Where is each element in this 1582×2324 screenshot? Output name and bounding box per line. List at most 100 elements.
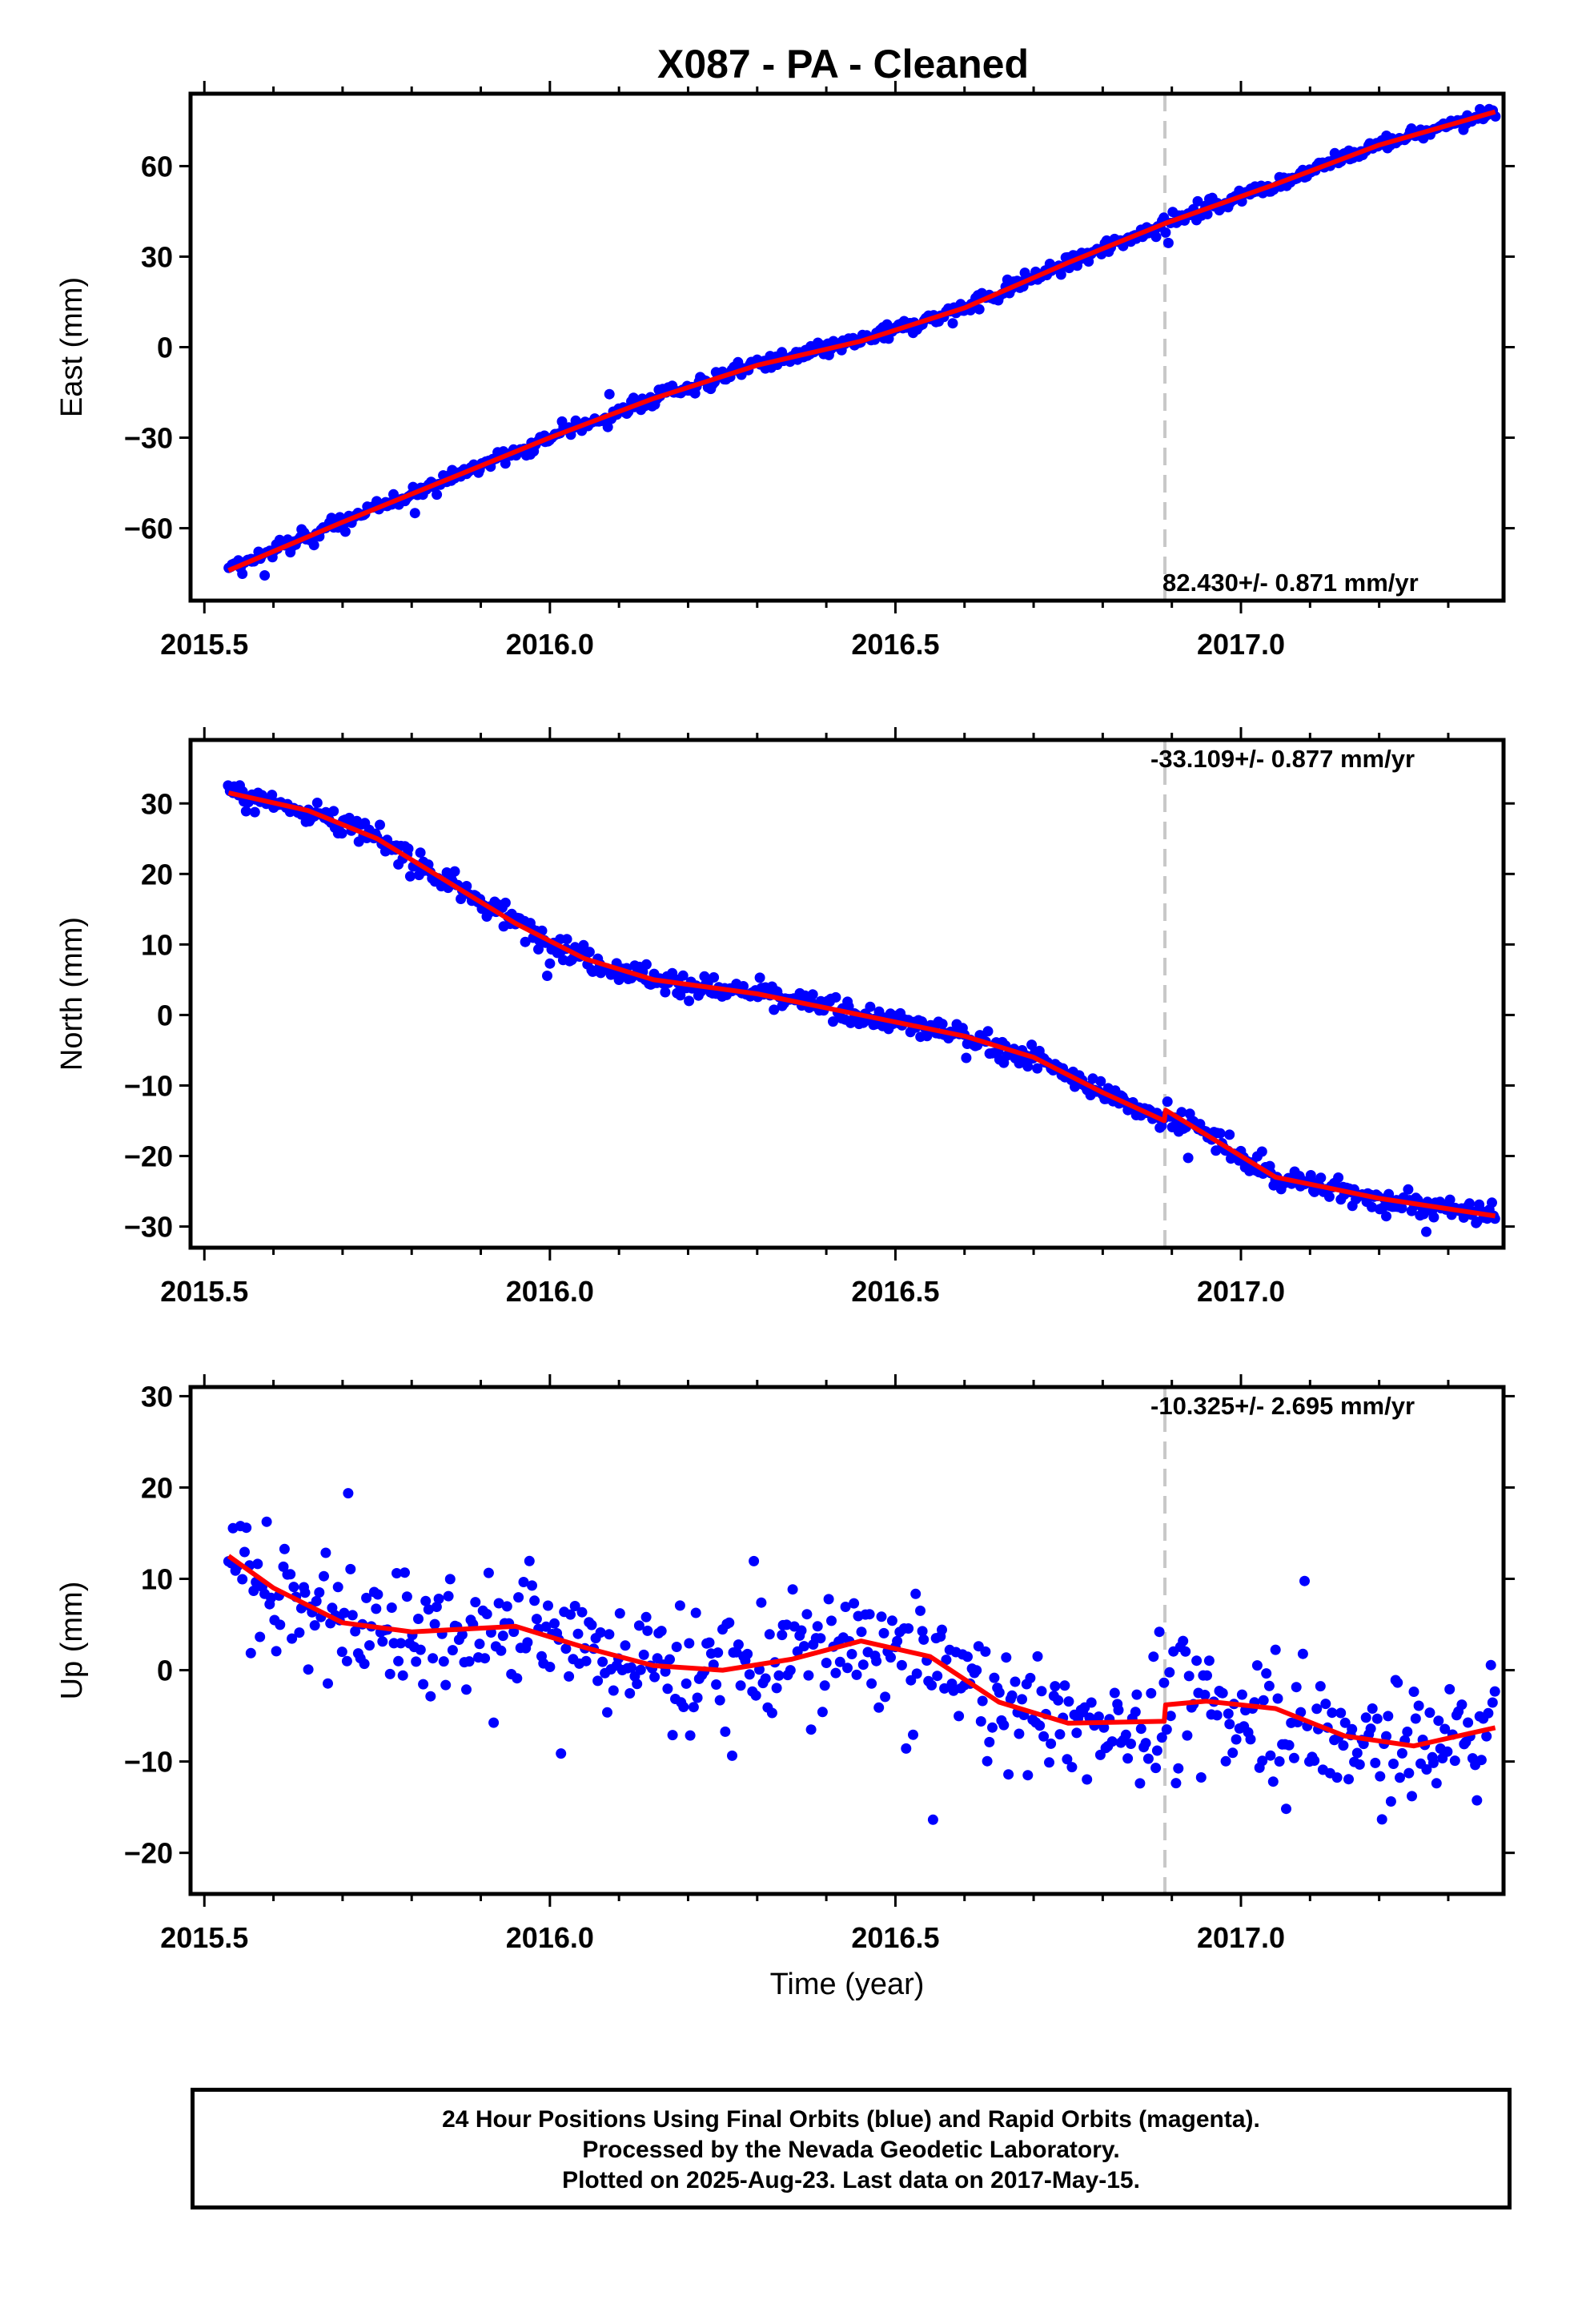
up-data-point — [1034, 1720, 1046, 1731]
east-x-tick-label: 2016.0 — [506, 628, 594, 661]
up-data-point — [926, 1679, 938, 1691]
north-data-point — [311, 798, 323, 808]
up-data-point — [941, 1655, 952, 1666]
up-data-point — [826, 1615, 837, 1626]
up-data-point — [1299, 1575, 1310, 1586]
up-data-point — [821, 1658, 832, 1668]
up-data-point — [803, 1670, 814, 1681]
up-data-point — [303, 1664, 314, 1675]
up-data-point — [1291, 1682, 1302, 1693]
up-data-point — [927, 1814, 938, 1825]
up-data-point — [1202, 1670, 1212, 1681]
up-data-point — [1403, 1767, 1415, 1779]
up-data-point — [801, 1609, 813, 1620]
up-data-point — [982, 1755, 993, 1767]
up-data-point — [275, 1619, 286, 1630]
up-data-point — [1082, 1774, 1093, 1785]
up-data-point — [608, 1685, 619, 1696]
up-data-point — [1227, 1747, 1239, 1759]
up-data-point — [994, 1687, 1005, 1698]
up-data-point — [564, 1671, 575, 1682]
up-data-point — [1036, 1686, 1047, 1697]
north-data-point — [1487, 1197, 1497, 1208]
x-axis-label: Time (year) — [770, 1968, 925, 2001]
up-data-point — [692, 1692, 703, 1703]
up-y-tick-label: −20 — [124, 1837, 173, 1870]
north-data-point — [769, 1004, 780, 1015]
north-data-point — [1182, 1152, 1194, 1164]
up-data-point — [438, 1656, 449, 1667]
north-data-point — [684, 995, 695, 1007]
north-data-point — [1418, 1208, 1429, 1220]
figure-title: X087 - PA - Cleaned — [657, 42, 1029, 86]
up-data-point — [474, 1638, 485, 1650]
up-data-point — [1383, 1711, 1394, 1722]
up-data-point — [420, 1595, 432, 1606]
up-data-point — [1151, 1745, 1162, 1756]
up-data-point — [1489, 1686, 1500, 1697]
up-data-point — [704, 1637, 715, 1648]
north-data-point — [542, 971, 552, 981]
east-data-point — [259, 570, 271, 581]
up-data-point — [815, 1633, 826, 1644]
up-data-point — [773, 1670, 785, 1681]
up-data-point — [688, 1702, 699, 1713]
up-data-point — [1154, 1626, 1165, 1638]
up-data-point — [456, 1629, 468, 1640]
up-data-point — [1217, 1687, 1228, 1699]
north-data-point — [1396, 1203, 1407, 1214]
north-data-point — [1428, 1212, 1439, 1223]
up-data-point — [671, 1642, 682, 1652]
north-x-tick-label: 2016.5 — [851, 1275, 939, 1308]
up-data-point — [255, 1631, 266, 1642]
up-data-point — [796, 1625, 807, 1636]
up-data-point — [744, 1669, 755, 1680]
north-data-point — [1464, 1198, 1475, 1209]
up-data-point — [1421, 1764, 1432, 1775]
north-data-point — [1383, 1188, 1395, 1200]
up-data-point — [418, 1679, 429, 1690]
up-data-point — [1483, 1707, 1494, 1719]
east-data-point — [237, 569, 248, 579]
up-data-point — [285, 1569, 296, 1580]
up-data-point — [750, 1690, 761, 1701]
up-data-point — [805, 1724, 817, 1735]
up-data-point — [1245, 1734, 1256, 1745]
up-data-point — [1131, 1689, 1142, 1700]
up-data-point — [842, 1663, 853, 1674]
north-data-point — [1087, 1073, 1098, 1084]
up-data-point — [359, 1659, 370, 1670]
east-y-tick-label: 30 — [141, 240, 173, 273]
up-data-point — [1456, 1699, 1468, 1711]
up-data-point — [343, 1488, 354, 1499]
up-data-point — [977, 1695, 988, 1707]
up-y-tick-label: 20 — [141, 1471, 173, 1504]
up-data-point — [248, 1586, 259, 1596]
north-data-point — [404, 870, 416, 882]
up-data-point — [1003, 1769, 1014, 1780]
north-y-tick-label: −30 — [124, 1211, 173, 1244]
up-data-point — [1203, 1655, 1215, 1667]
north-data-point — [843, 1001, 854, 1012]
up-data-point — [339, 1607, 350, 1618]
up-x-tick-label: 2017.0 — [1197, 1921, 1285, 1954]
up-data-point — [1444, 1683, 1456, 1695]
up-data-point — [271, 1646, 282, 1657]
up-data-point — [989, 1672, 1000, 1683]
north-data-point — [415, 847, 426, 858]
up-data-point — [817, 1707, 828, 1718]
up-data-point — [508, 1626, 520, 1638]
up-data-point — [638, 1649, 649, 1660]
up-data-point — [386, 1602, 397, 1613]
up-data-point — [384, 1668, 396, 1679]
up-data-point — [572, 1628, 584, 1639]
up-data-point — [350, 1626, 361, 1637]
east-data-point — [604, 388, 615, 400]
north-data-point — [677, 970, 689, 981]
up-data-point — [1106, 1736, 1118, 1747]
up-data-point — [544, 1662, 556, 1672]
up-data-point — [1320, 1699, 1331, 1710]
up-data-point — [299, 1587, 311, 1598]
north-x-tick-label: 2015.5 — [160, 1275, 248, 1308]
up-data-point — [239, 1546, 250, 1558]
